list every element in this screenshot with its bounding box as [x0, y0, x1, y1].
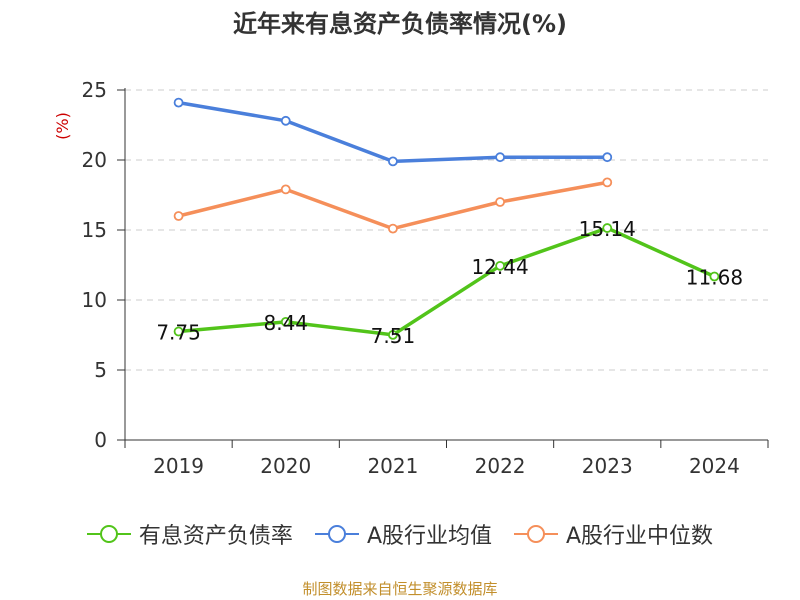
data-point-0 — [495, 260, 505, 271]
y-tick-label: 25 — [82, 78, 107, 102]
x-tick-label: 2020 — [260, 454, 311, 478]
data-label: 8.44 — [263, 311, 308, 335]
data-point-1 — [602, 152, 613, 163]
data-point-0 — [280, 316, 291, 327]
x-tick-label: 2021 — [367, 454, 418, 478]
legend-item-series-2[interactable]: A股行业中位数 — [514, 518, 713, 550]
data-label: 11.68 — [686, 265, 743, 289]
data-point-2 — [495, 197, 505, 207]
data-point-0 — [173, 326, 184, 337]
chart-title: 近年来有息资产负债率情况(%) — [233, 10, 567, 38]
data-point-2 — [173, 211, 184, 221]
data-point-2 — [280, 184, 291, 195]
series-line-2 — [178, 180, 608, 231]
data-point-2 — [602, 177, 613, 188]
y-tick-label: 15 — [82, 218, 107, 242]
data-point-1 — [495, 152, 505, 163]
legend-label: A股行业中位数 — [566, 524, 714, 549]
y-tick-label: 20 — [82, 148, 107, 172]
data-point-0 — [602, 223, 613, 233]
source-note: 制图数据来自恒生聚源数据库 — [302, 580, 498, 598]
data-point-1 — [280, 115, 291, 126]
data-point-0 — [388, 329, 398, 340]
series-line-0 — [178, 226, 716, 337]
legend-item-series-1[interactable]: A股行业均值 — [314, 518, 492, 550]
line-chart: 0 5 10 15 20 25 (%) 2019 2020 2021 2022 2023 2024 7.7… — [53, 78, 769, 478]
series-line-1 — [178, 100, 608, 164]
x-tick-label: 2019 — [153, 454, 204, 478]
y-axis-label: (%) — [53, 112, 72, 140]
y-tick-label: 5 — [94, 358, 107, 382]
data-point-2 — [388, 223, 398, 234]
x-tick-label: 2023 — [582, 454, 633, 478]
legend-label: 有息资产负债率 — [138, 524, 293, 549]
data-point-0 — [709, 271, 720, 282]
data-label: 7.51 — [371, 324, 416, 348]
legend-marker-icon — [314, 525, 359, 543]
data-label: 7.75 — [156, 321, 201, 345]
data-label: 15.14 — [579, 217, 636, 241]
legend-label: A股行业均值 — [366, 524, 492, 549]
y-tick-label: 0 — [94, 428, 107, 452]
legend-marker-icon — [86, 525, 131, 543]
legend-item-series-0[interactable]: 有息资产负债率 — [86, 518, 293, 550]
x-tick-label: 2024 — [689, 454, 740, 478]
data-point-1 — [173, 97, 184, 108]
y-tick-label: 10 — [82, 288, 107, 312]
data-label: 12.44 — [471, 255, 528, 279]
legend-marker-icon — [514, 525, 558, 543]
data-point-1 — [388, 156, 398, 167]
x-tick-label: 2022 — [475, 454, 526, 478]
legend: 有息资产负债率 A股行业均值 A股行业中位数 — [0, 518, 800, 550]
